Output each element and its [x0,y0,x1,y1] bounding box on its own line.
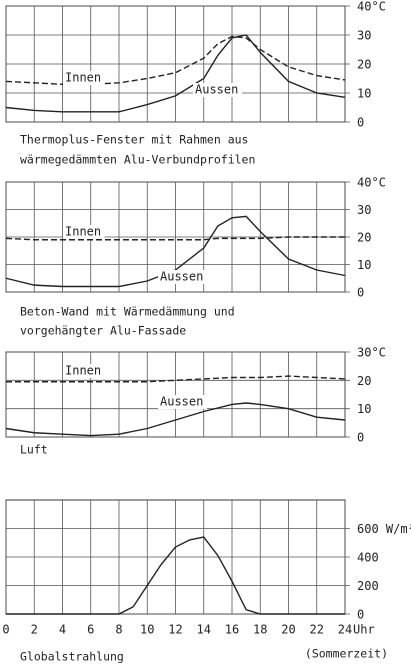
y-tick-label: 30 [357,203,371,217]
x-tick-label: 12 [168,623,182,637]
x-tick-label: 22 [310,623,324,637]
x-tick-label: 4 [59,623,66,637]
y-tick-label: 0 [357,116,364,130]
series-line [6,375,346,383]
caption: Globalstrahlung [20,650,124,664]
x-tick-label: 14 [197,623,211,637]
y-tick-label: 10 [357,258,371,272]
x-tick-label: 18 [253,623,267,637]
y-tick-label: 30°C [357,346,386,360]
x-tick-label: 20 [281,623,295,637]
y-tick-label: 20 [357,231,371,245]
series-line [5,34,346,113]
series-label: Aussen [195,83,238,97]
y-tick-label: 10 [357,402,371,416]
series-label: Aussen [160,270,203,284]
x-axis-label: Uhr [353,623,375,637]
y-tick-label: 30 [357,29,371,43]
x-tick-label: 24 [338,623,352,637]
series-label: Innen [65,225,101,239]
series-label: Innen [65,364,101,378]
y-tick-label: 200 [357,579,379,593]
y-tick-label: 20 [357,374,371,388]
y-tick-label: 40°C [357,0,386,14]
y-tick-label: 20 [357,58,371,72]
label-bg [63,364,105,378]
x-tick-label: 8 [115,623,122,637]
series-line [5,402,346,437]
label-bg [63,71,105,85]
series-label: Innen [65,71,101,85]
label-bg [158,270,207,284]
y-tick-label: 600 W/m² [357,522,411,536]
caption: Beton-Wand mit Wärmedämmung und [20,305,235,319]
caption: Luft [20,443,48,457]
x-tick-label: 10 [140,623,154,637]
note: (Sommerzeit) [305,647,388,661]
y-tick-label: 0 [357,608,364,622]
caption: vorgehängter Alu-Fassade [20,324,186,338]
label-bg [193,83,242,97]
y-tick-label: 0 [357,431,364,445]
caption: Thermoplus-Fenster mit Rahmen aus [20,133,248,147]
y-tick-label: 40°C [357,176,386,190]
series-line [6,536,345,615]
label-bg [158,395,207,409]
label-bg [63,225,105,239]
y-tick-label: 400 [357,551,379,565]
x-tick-label: 16 [225,623,239,637]
series-line [5,236,345,241]
x-tick-label: 0 [2,623,9,637]
y-tick-label: 0 [357,286,364,300]
series-line [5,215,346,288]
caption: wärmegedämmten Alu-Verbundprofilen [20,153,255,167]
x-tick-label: 2 [31,623,38,637]
series-label: Aussen [160,395,203,409]
y-tick-label: 10 [357,87,371,101]
x-tick-label: 6 [87,623,94,637]
